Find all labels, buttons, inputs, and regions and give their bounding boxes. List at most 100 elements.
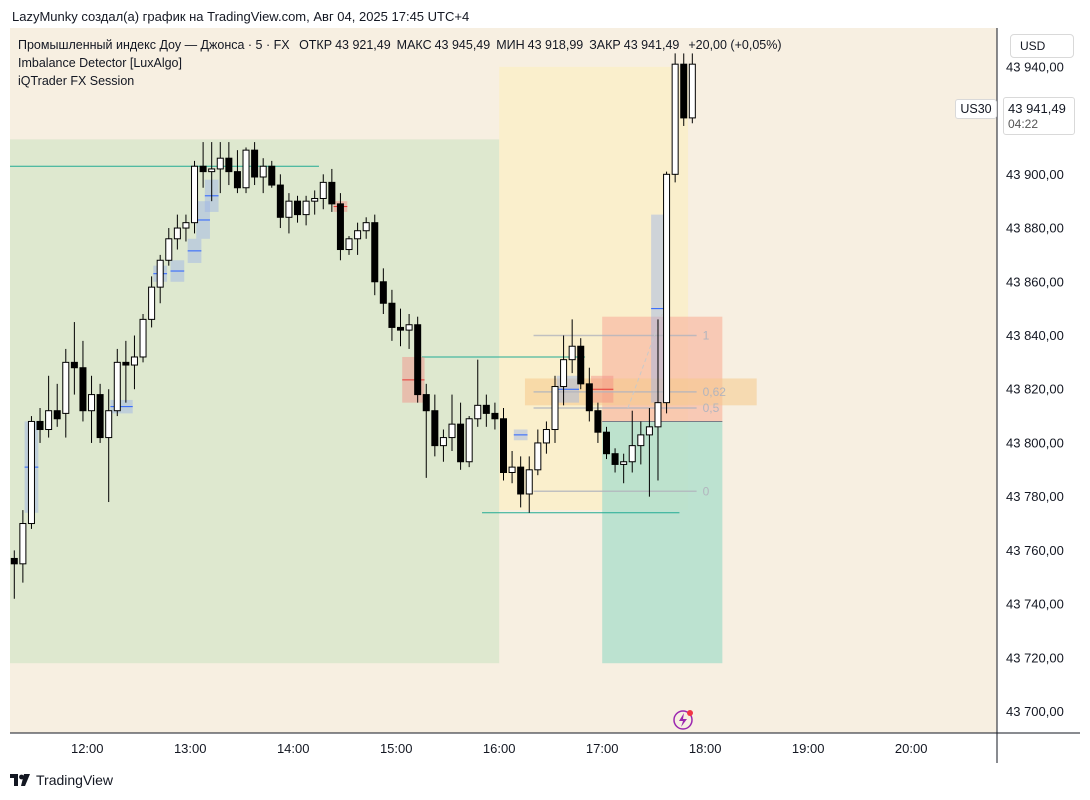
flash-icon-ring <box>673 710 693 730</box>
bull-candle <box>319 181 327 199</box>
ohlc-value: 43 945,49 <box>434 38 491 52</box>
price-axis-bg <box>997 28 1080 763</box>
bear-candle <box>611 453 619 465</box>
bull-candle <box>560 359 568 388</box>
bull-candle <box>508 466 516 473</box>
bull-candle <box>216 157 224 170</box>
bull-candle <box>311 197 319 202</box>
bear-candle <box>499 418 508 473</box>
fib-level-label: 0,5 <box>703 401 720 415</box>
price-tick-label: 43 760,00 <box>1006 543 1064 558</box>
bear-candle <box>10 557 18 565</box>
legend-indicator-session[interactable]: iQTrader FX Session <box>18 74 135 88</box>
time-axis-bg <box>10 733 1080 763</box>
legend-symbol-row[interactable]: Промышленный индекс Доу — Джонса · 5 · F… <box>18 38 782 52</box>
bull-candle <box>637 434 645 447</box>
bull-candle <box>551 386 559 431</box>
bear-candle <box>268 165 276 186</box>
bull-candle <box>208 168 216 173</box>
bull-candle <box>345 238 353 251</box>
bull-candle <box>525 469 533 495</box>
bear-candle <box>517 466 525 495</box>
bull-candle <box>474 404 482 420</box>
bull-candle <box>105 410 113 439</box>
price-tick-label: 43 740,00 <box>1006 597 1064 612</box>
time-tick-label: 20:00 <box>895 741 928 756</box>
bear-candle <box>251 149 259 178</box>
bull-candle <box>354 230 362 240</box>
bull-candle <box>27 420 35 525</box>
fib-level-label: 1 <box>703 328 710 342</box>
bull-candle <box>671 63 679 175</box>
bull-candle <box>173 227 181 240</box>
bear-candle <box>491 412 499 420</box>
bear-candle <box>294 200 302 216</box>
bull-candle <box>534 442 542 471</box>
bull-candle <box>645 426 653 436</box>
flash-icon-dot <box>687 710 693 716</box>
bear-candle <box>577 345 585 385</box>
bull-candle <box>628 445 636 463</box>
ohlc-value: 43 941,49 <box>623 38 680 52</box>
bear-candle <box>585 383 593 412</box>
bull-candle <box>242 149 250 189</box>
bull-candle <box>182 222 190 229</box>
bull-candle <box>45 410 53 431</box>
chart-caption: LazyMunky создал(а) график на TradingVie… <box>12 9 470 24</box>
bull-candle <box>362 222 370 232</box>
time-tick-label: 13:00 <box>174 741 207 756</box>
time-tick-label: 16:00 <box>483 741 516 756</box>
bear-candle <box>79 367 87 412</box>
time-tick-label: 15:00 <box>380 741 413 756</box>
legend-indicator-imbalance[interactable]: Imbalance Detector [LuxAlgo] <box>18 56 182 70</box>
tradingview-brand: TradingView <box>36 772 114 788</box>
bar-countdown: 04:22 <box>1008 117 1039 131</box>
price-tick-label: 43 780,00 <box>1006 489 1064 504</box>
bull-candle <box>130 356 138 366</box>
tradingview-icon <box>10 773 30 786</box>
bear-candle <box>276 184 284 218</box>
price-tick-label: 43 800,00 <box>1006 435 1064 450</box>
bear-candle <box>680 63 688 119</box>
last-price-value: 43 941,49 <box>1008 101 1066 116</box>
bear-candle <box>414 324 422 396</box>
price-tick-label: 43 940,00 <box>1006 59 1064 74</box>
ohlc-value: 43 921,49 <box>335 38 391 52</box>
bull-candle <box>19 523 27 565</box>
bear-candle <box>70 361 78 369</box>
bear-candle <box>122 361 130 366</box>
legend-symbol[interactable]: Промышленный индекс Доу — Джонса · 5 · F… <box>18 38 290 52</box>
target-zone <box>602 421 723 664</box>
bear-candle <box>328 181 336 205</box>
bear-candle <box>233 171 241 189</box>
time-tick-label: 14:00 <box>277 741 310 756</box>
tradingview-logo[interactable]: TradingView <box>10 772 113 788</box>
bear-candle <box>431 410 439 447</box>
bull-candle <box>302 200 310 216</box>
ohlc-key: МИН <box>496 38 525 52</box>
bull-candle <box>620 461 628 465</box>
bear-candle <box>53 410 61 420</box>
bull-candle <box>285 200 293 218</box>
last-price-label: 43 941,49 04:22 <box>1003 97 1075 135</box>
bear-candle <box>594 410 602 433</box>
time-tick-label: 17:00 <box>586 741 619 756</box>
bull-candle <box>156 259 164 288</box>
bear-candle <box>36 420 44 431</box>
event-flash-icon <box>673 710 693 730</box>
bull-candle <box>165 238 173 261</box>
bear-candle <box>96 394 104 439</box>
time-tick-label: 18:00 <box>689 741 722 756</box>
bear-candle <box>388 302 396 328</box>
ohlc-value: 43 918,99 <box>527 38 584 52</box>
bull-candle <box>688 63 696 119</box>
ohlc-key: ЗАКР <box>589 38 621 52</box>
currency-button[interactable]: USD <box>1010 34 1074 58</box>
bull-candle <box>439 437 447 447</box>
bear-candle <box>422 394 430 412</box>
price-tick-label: 43 840,00 <box>1006 328 1064 343</box>
bear-candle <box>457 423 465 463</box>
price-tick-label: 43 820,00 <box>1006 382 1064 397</box>
